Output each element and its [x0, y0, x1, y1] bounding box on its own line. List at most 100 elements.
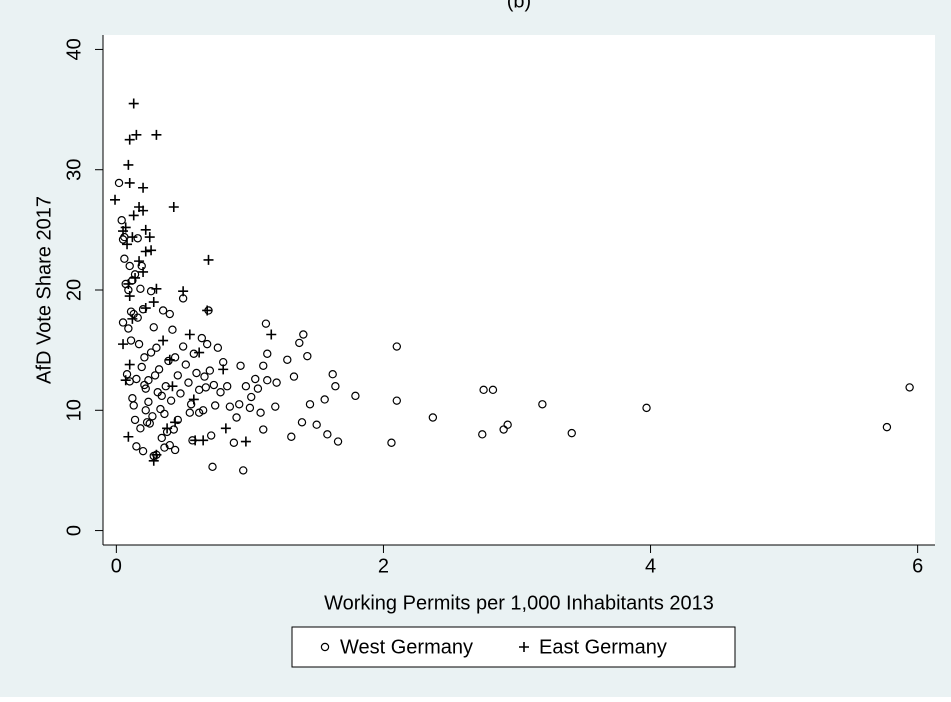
point [126, 336, 136, 345]
point [134, 339, 144, 349]
point [148, 455, 159, 466]
x-axis-title: Working Permits per 1,000 Inhabitants 20… [324, 592, 714, 614]
point [130, 272, 141, 283]
point [882, 422, 892, 432]
point [283, 355, 292, 364]
point [131, 129, 142, 140]
y-axis-title: AfD Vote Share 2017 [33, 196, 55, 384]
point [241, 382, 251, 391]
point [202, 339, 212, 349]
point [479, 385, 488, 395]
point [114, 178, 124, 188]
point [151, 449, 162, 460]
x-tick-label: 6 [912, 555, 923, 577]
point [184, 329, 195, 340]
point [127, 232, 138, 243]
point [189, 349, 199, 358]
point [151, 283, 162, 294]
point [239, 466, 248, 475]
point [140, 303, 151, 314]
point [198, 406, 208, 415]
point [148, 412, 157, 421]
point [136, 424, 145, 433]
point [110, 194, 121, 205]
point [208, 462, 217, 472]
point [158, 335, 169, 346]
point [261, 319, 271, 328]
point [297, 418, 307, 427]
legend-marker [320, 642, 330, 652]
point [118, 318, 128, 327]
point [129, 401, 138, 410]
y-tick-label: 20 [63, 279, 85, 301]
point [905, 383, 914, 392]
point [153, 388, 162, 397]
x-tick-label: 2 [378, 555, 389, 577]
chart-title: (b) [507, 0, 531, 12]
point [144, 232, 155, 243]
point [160, 443, 169, 452]
point [488, 385, 498, 395]
x-tick-label: 0 [111, 555, 122, 577]
point [148, 297, 159, 308]
point [188, 394, 199, 405]
point [328, 369, 337, 379]
point [178, 342, 188, 351]
point [218, 364, 229, 375]
point [124, 324, 133, 333]
point [236, 361, 245, 370]
point [220, 423, 231, 434]
point [164, 356, 173, 366]
point [184, 378, 193, 387]
point [126, 307, 136, 316]
point [133, 234, 142, 243]
point [478, 430, 487, 439]
point [222, 382, 232, 391]
point [123, 159, 134, 170]
point [140, 353, 149, 362]
point [198, 435, 209, 446]
legend [291, 626, 736, 668]
point [259, 425, 268, 434]
point [173, 415, 182, 425]
point [120, 375, 131, 386]
point [538, 400, 547, 409]
point [132, 442, 141, 451]
point [124, 134, 135, 145]
point [146, 245, 157, 256]
point [194, 347, 205, 358]
point [130, 415, 140, 425]
y-tick-label: 40 [63, 38, 85, 60]
y-tick-label: 30 [63, 159, 85, 181]
point [305, 400, 315, 409]
point [138, 446, 148, 456]
point [216, 388, 225, 397]
point [176, 389, 185, 398]
point [201, 383, 211, 392]
point [167, 381, 178, 392]
point [203, 254, 214, 265]
point [127, 313, 138, 324]
point [229, 438, 239, 447]
point [331, 382, 340, 391]
point [141, 384, 150, 393]
point [140, 380, 149, 390]
point [392, 342, 402, 351]
legend-marker [519, 642, 529, 652]
point [133, 313, 142, 322]
point [213, 343, 223, 352]
point [245, 403, 255, 413]
point [225, 402, 235, 411]
point [253, 384, 263, 393]
point [323, 430, 332, 439]
point [166, 396, 176, 405]
point [142, 418, 152, 427]
point [123, 278, 134, 289]
point [125, 261, 134, 271]
point [287, 432, 296, 441]
point [169, 425, 178, 434]
point [122, 369, 132, 379]
point [150, 371, 160, 380]
point [144, 397, 153, 407]
point [181, 360, 190, 369]
